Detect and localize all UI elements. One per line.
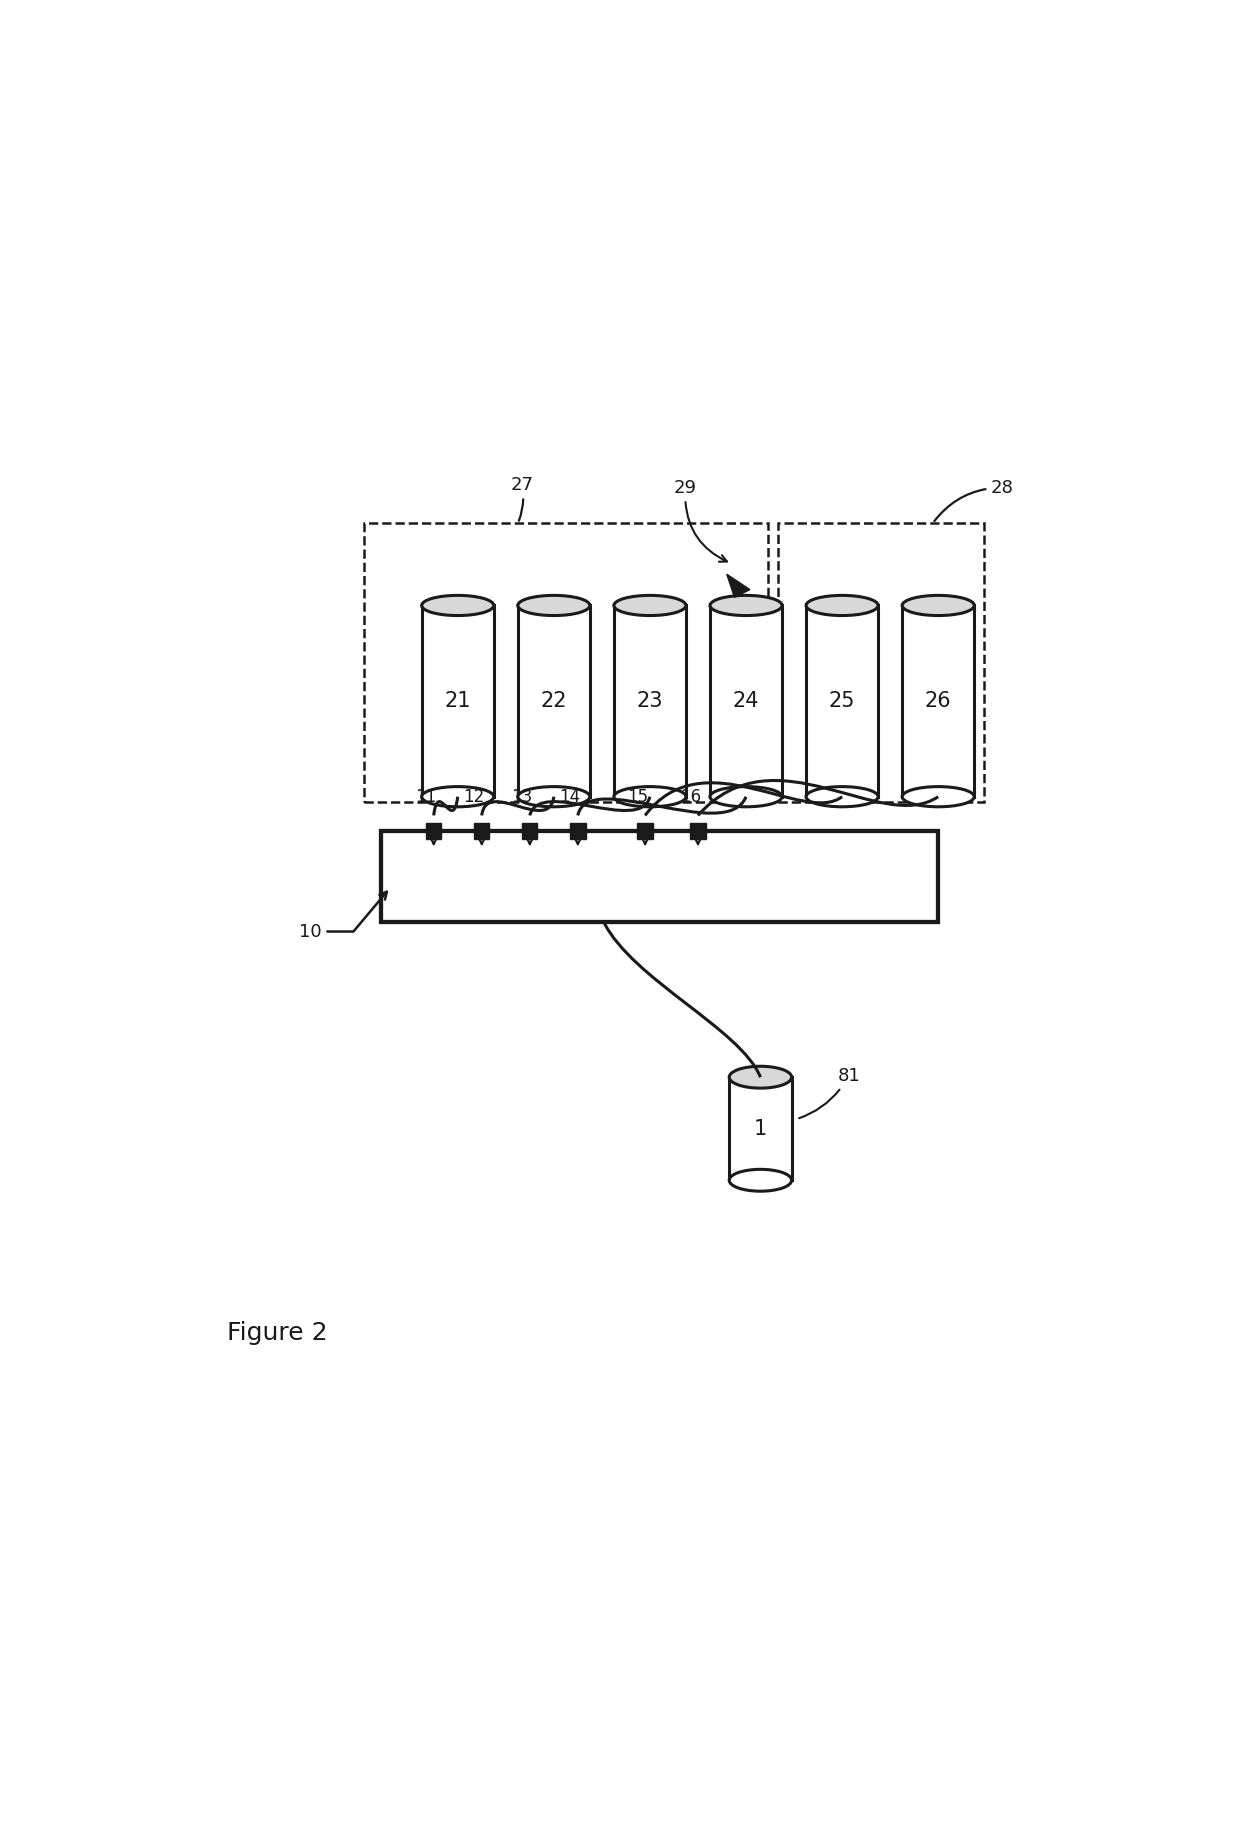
Text: 24: 24	[733, 692, 759, 710]
Text: 16: 16	[680, 788, 701, 806]
Text: 10: 10	[299, 891, 387, 941]
Bar	[903, 605, 975, 797]
Text: 15: 15	[627, 788, 649, 806]
Bar	[806, 605, 878, 797]
Bar	[427, 823, 441, 838]
Text: 26: 26	[925, 692, 951, 710]
Ellipse shape	[711, 596, 782, 616]
Ellipse shape	[614, 786, 686, 806]
Polygon shape	[727, 574, 750, 598]
Bar	[570, 823, 585, 838]
Bar	[474, 823, 490, 838]
Ellipse shape	[518, 786, 590, 806]
Ellipse shape	[903, 786, 975, 806]
Text: 81: 81	[799, 1066, 861, 1118]
Ellipse shape	[903, 596, 975, 616]
Ellipse shape	[806, 596, 878, 616]
Text: 14: 14	[559, 788, 580, 806]
Text: 12: 12	[464, 788, 485, 806]
Text: 23: 23	[636, 692, 663, 710]
Bar	[422, 605, 494, 797]
Bar	[637, 823, 652, 838]
Text: 25: 25	[828, 692, 856, 710]
Text: 28: 28	[935, 478, 1014, 520]
Ellipse shape	[806, 786, 878, 806]
Bar	[614, 605, 686, 797]
Text: Figure 2: Figure 2	[227, 1321, 327, 1345]
Bar	[729, 1077, 791, 1181]
Ellipse shape	[422, 786, 494, 806]
Ellipse shape	[711, 786, 782, 806]
Bar	[691, 823, 706, 838]
Text: 29: 29	[675, 478, 727, 561]
Text: 27: 27	[511, 476, 533, 520]
Bar	[711, 605, 782, 797]
Ellipse shape	[518, 596, 590, 616]
Text: 22: 22	[541, 692, 567, 710]
Ellipse shape	[729, 1066, 791, 1089]
Bar	[522, 823, 537, 838]
Ellipse shape	[614, 596, 686, 616]
Bar	[777, 524, 985, 803]
Text: 21: 21	[444, 692, 471, 710]
Ellipse shape	[729, 1170, 791, 1192]
Text: 11: 11	[415, 788, 436, 806]
Text: 1: 1	[754, 1118, 768, 1138]
Bar	[381, 830, 939, 922]
Text: 13: 13	[511, 788, 533, 806]
Bar	[365, 524, 768, 803]
Bar	[518, 605, 590, 797]
Ellipse shape	[422, 596, 494, 616]
